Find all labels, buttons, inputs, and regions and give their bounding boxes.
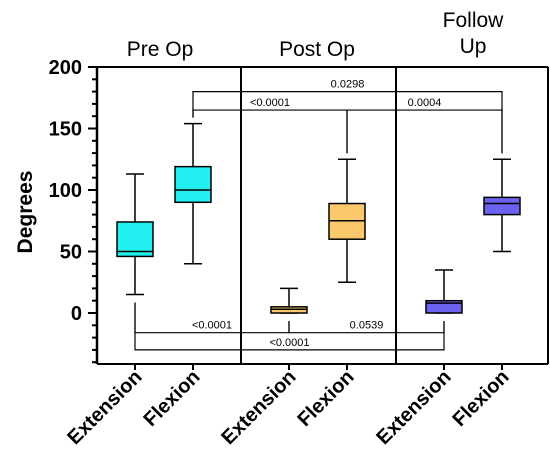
comparison-bracket — [192, 109, 348, 154]
x-tick-label: Flexion — [448, 366, 513, 431]
comparison-3: 0.0004 — [346, 97, 503, 154]
box-iqr — [174, 165, 212, 204]
group-title: Follow Up — [443, 9, 505, 58]
box-2 — [174, 122, 212, 265]
comparison-brackets: 0.0298 <0.0001 0.0004 <0.0001 0.0539 <0.0001 — [134, 79, 503, 351]
x-tick-label: Flexion — [293, 366, 358, 431]
box-1 — [116, 173, 154, 296]
x-tick-label: Extension — [63, 366, 146, 449]
group-title: Pre Op — [127, 38, 194, 61]
x-tick-label: Extension — [372, 366, 455, 449]
y-tick-label: 50 — [60, 242, 82, 264]
box-iqr — [483, 196, 521, 216]
comparison-6: <0.0001 — [134, 302, 445, 351]
y-tick-label: 100 — [49, 180, 82, 202]
comparison-p-value: <0.0001 — [192, 320, 232, 332]
x-tick-label: Flexion — [139, 366, 204, 431]
group-title: Post Op — [279, 38, 355, 61]
comparison-bracket — [134, 302, 445, 351]
y-axis-label: Degrees — [14, 171, 37, 254]
comparison-p-value: 0.0539 — [350, 320, 384, 332]
y-tick-label: 0 — [71, 303, 82, 325]
comparison-bracket — [346, 109, 503, 154]
box-5 — [425, 269, 463, 314]
y-tick-label: 150 — [49, 119, 82, 141]
box-3 — [270, 287, 308, 314]
y-tick-label: 200 — [49, 57, 82, 79]
comparison-p-value: 0.0298 — [331, 79, 365, 91]
comparison-p-value: <0.0001 — [269, 337, 309, 349]
x-tick-label: Extension — [217, 366, 300, 449]
box-4 — [328, 158, 366, 283]
group-titles: Pre Op Post Op Follow Up — [127, 9, 504, 61]
comparison-p-value: 0.0004 — [408, 97, 442, 109]
comparison-p-value: <0.0001 — [250, 97, 290, 109]
boxes — [116, 122, 521, 314]
comparison-2: <0.0001 — [192, 97, 348, 154]
box-iqr — [116, 221, 154, 258]
comparison-4: <0.0001 — [134, 302, 290, 334]
box-6 — [483, 158, 521, 253]
comparison-5: 0.0539 — [288, 320, 445, 334]
plot-frame — [97, 66, 549, 365]
y-axis: 0 50 100 150 200 — [49, 57, 99, 364]
